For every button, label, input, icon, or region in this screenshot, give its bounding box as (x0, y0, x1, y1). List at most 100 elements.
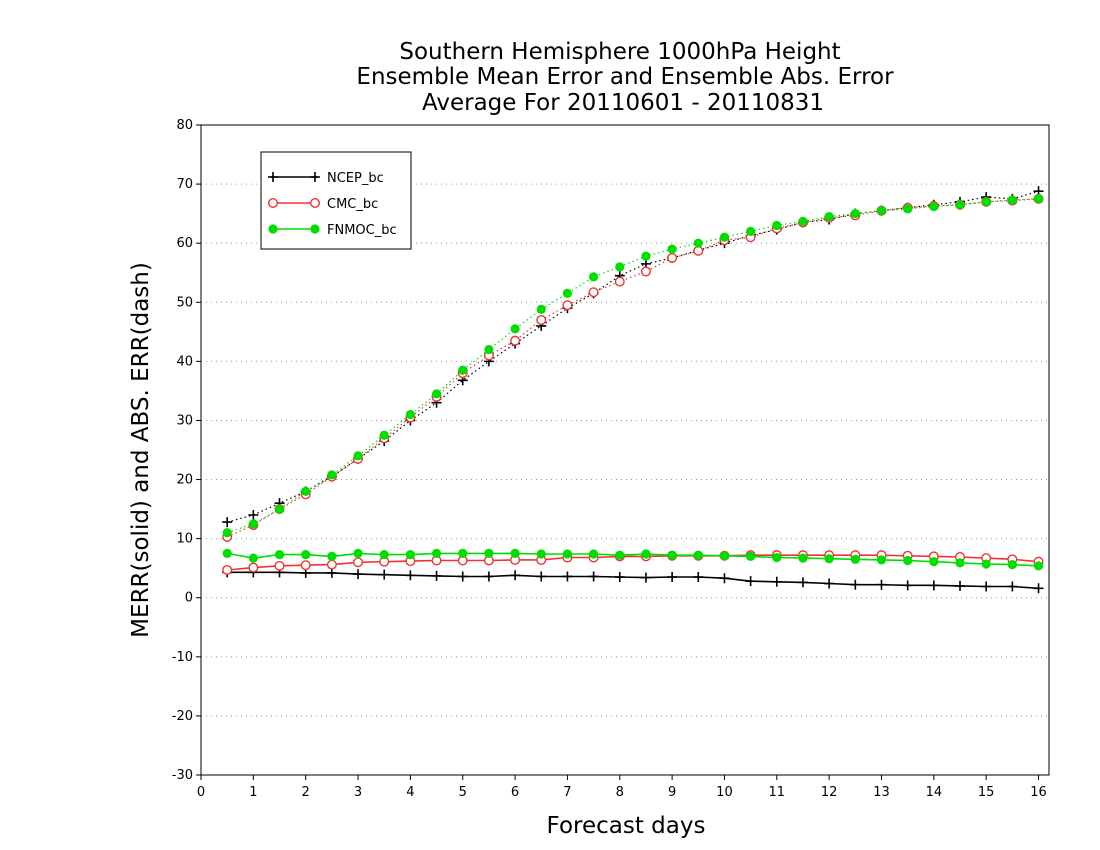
data-point (719, 232, 730, 242)
data-point (667, 550, 677, 560)
data-point (615, 262, 625, 272)
legend-marker (310, 197, 321, 208)
data-point (483, 571, 494, 582)
data-point (641, 251, 651, 261)
data-point (772, 552, 782, 563)
data-point (614, 572, 625, 583)
data-point (1033, 561, 1044, 571)
y-tick-label: -30 (172, 768, 193, 783)
data-point (903, 555, 913, 566)
y-tick-label: 30 (176, 413, 193, 428)
x-tick-label: 3 (354, 785, 362, 800)
data-point (928, 580, 939, 591)
data-point (1007, 195, 1017, 205)
data-point (588, 287, 599, 298)
data-point (588, 571, 599, 582)
data-point (850, 554, 860, 564)
data-point (798, 553, 808, 563)
data-point (746, 226, 756, 236)
data-point (876, 555, 887, 565)
x-tick-label: 11 (769, 785, 786, 800)
data-point (536, 315, 547, 326)
data-point (929, 557, 939, 567)
data-point (772, 220, 782, 231)
data-point (301, 486, 311, 496)
chart-title: Southern Hemisphere 1000hPa Height Ensem… (356, 39, 894, 116)
data-point (746, 551, 756, 561)
legend-marker (268, 224, 278, 234)
data-point (640, 266, 651, 277)
data-point (903, 204, 913, 214)
data-point (667, 252, 678, 263)
data-point (248, 519, 258, 529)
x-axis: 0 1 2 3 4 5 6 7 8 9 10 11 12 13 14 15 16 (197, 775, 1047, 800)
data-point (981, 559, 991, 569)
x-tick-label: 1 (249, 785, 257, 800)
legend-marker (268, 172, 278, 182)
data-point (771, 576, 782, 587)
data-point (562, 300, 573, 311)
x-tick-label: 10 (716, 785, 733, 800)
x-tick-label: 13 (873, 785, 890, 800)
data-point (876, 579, 887, 590)
data-point (693, 572, 704, 583)
x-tick-label: 8 (616, 785, 624, 800)
data-point (955, 580, 966, 591)
data-point (353, 557, 364, 568)
data-point (562, 288, 573, 299)
data-point (955, 558, 965, 568)
x-axis-title: Forecast days (547, 813, 706, 839)
y-axis-title: MERR(solid) and ABS. ERR(dash) (128, 262, 154, 638)
x-tick-label: 12 (821, 785, 838, 800)
legend-box (260, 151, 412, 250)
data-point (588, 549, 599, 559)
data-point (431, 389, 442, 399)
y-axis: 80 70 60 50 40 30 20 10 0 -10 -20 -30 (172, 118, 201, 783)
x-tick-label: 4 (406, 785, 414, 800)
x-tick-label: 7 (563, 785, 571, 800)
legend-label: FNMOC_bc (327, 223, 397, 238)
data-point (588, 272, 599, 282)
y-tick-label: 10 (176, 532, 193, 547)
data-point (222, 528, 232, 538)
data-point (510, 324, 520, 334)
x-tick-label: 14 (926, 785, 943, 800)
data-point (824, 554, 834, 564)
legend-marker (268, 197, 279, 208)
data-point (536, 549, 546, 559)
data-point (327, 470, 337, 480)
data-point (431, 548, 442, 559)
data-point (797, 577, 808, 588)
series-layer (222, 186, 1044, 594)
data-point (719, 551, 730, 561)
y-tick-label: 50 (176, 295, 193, 310)
data-point (510, 335, 521, 346)
data-point (274, 504, 285, 514)
data-point (301, 549, 311, 560)
data-point (824, 578, 835, 589)
data-point (300, 560, 311, 571)
y-tick-label: 80 (176, 118, 193, 133)
series-line-solid (227, 554, 1039, 571)
y-tick-label: 70 (176, 177, 193, 192)
data-point (248, 510, 259, 520)
data-point (641, 549, 651, 559)
data-point (379, 569, 390, 580)
data-point (353, 451, 363, 461)
series-FNMOC_bc-abs-err (222, 194, 1044, 538)
data-point (405, 570, 416, 581)
data-point (614, 276, 625, 287)
data-point (379, 430, 389, 440)
data-point (248, 553, 258, 563)
x-tick-label: 5 (459, 785, 467, 800)
data-point (484, 548, 494, 559)
data-point (326, 559, 337, 570)
data-point (458, 548, 468, 559)
data-point (1007, 581, 1018, 592)
data-point (640, 572, 651, 583)
x-tick-label: 16 (1030, 785, 1047, 800)
title-line-3: Average For 20110601 - 20110831 (422, 90, 824, 116)
legend: NCEP_bc CMC_bc FNMOC_bc (260, 151, 412, 250)
data-point (615, 550, 625, 560)
